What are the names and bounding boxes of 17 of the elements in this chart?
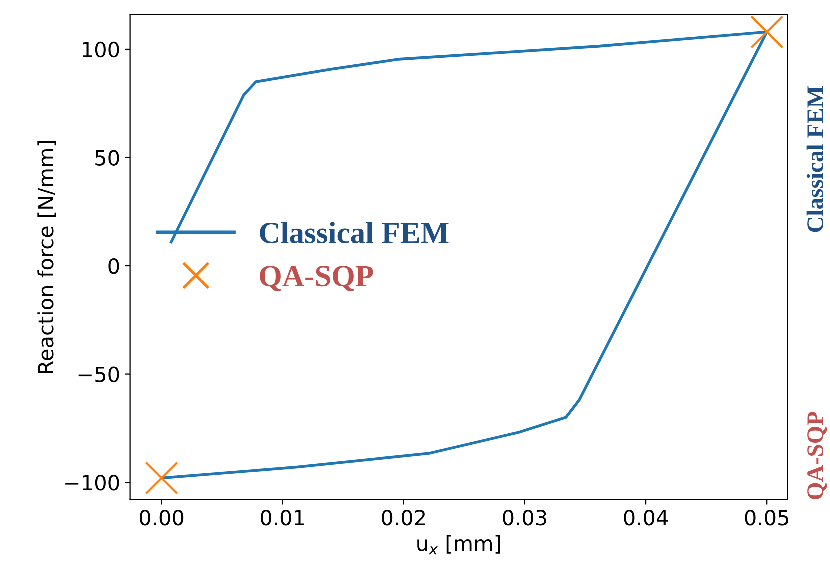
x-tick-label: 0.00 [140,510,184,526]
y-tick-label: 50 [96,150,120,166]
x-axis-title: u$_{x}$ [mm] [418,535,500,555]
y-tick-label: 100 [83,42,120,58]
legend-label: Classical FEM [260,222,449,244]
x-tick-label: 0.05 [745,510,788,526]
text: QA-SQP [808,412,828,500]
x-tick-label: 0.02 [382,510,426,526]
x-tick-label: 0.03 [503,510,546,526]
y-axis-title: Reaction force [N/mm] [38,141,56,374]
y-tick-label: 0 [108,258,120,274]
text: Classical FEM [806,86,824,232]
x-tick-label: 0.04 [624,510,668,526]
y-tick-label: −50 [78,366,120,383]
x-tick-label: 0.01 [261,510,304,526]
y-tick-label: −100 [66,475,120,491]
legend-label: QA-SQP [260,266,374,292]
